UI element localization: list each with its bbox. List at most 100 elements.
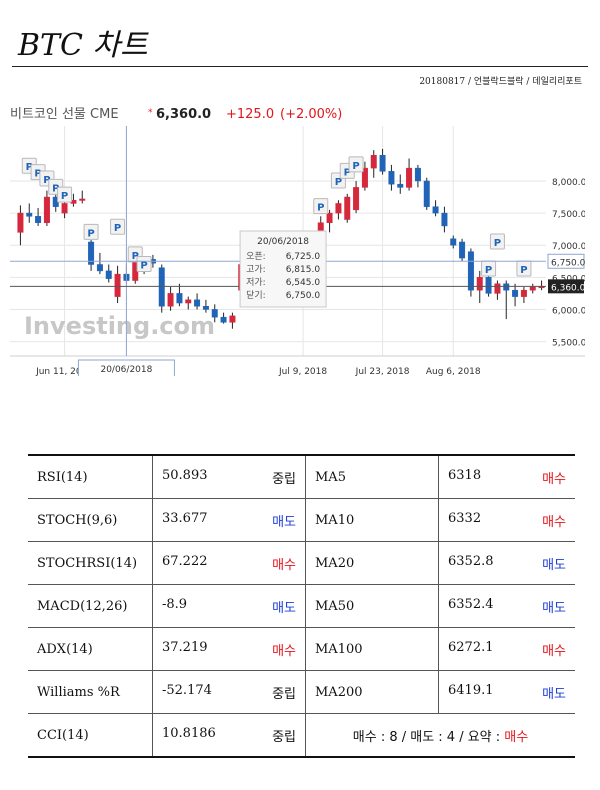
- candle-body: [450, 238, 457, 246]
- indicator-row: ADX(14) 37.219 매수 MA100 6272.1 매수: [28, 627, 575, 671]
- ma-signal: 매수: [542, 514, 566, 530]
- indicator-signal: 중립: [272, 686, 296, 702]
- candle-body: [423, 180, 430, 207]
- indicator-value: -8.9: [162, 596, 188, 612]
- p-marker-letter: P: [114, 223, 121, 234]
- ma-name: MA20: [315, 555, 355, 571]
- chart-change-pct: (+2.00%): [280, 107, 342, 122]
- chart-change: +125.0: [226, 107, 274, 122]
- ohlc-tooltip: [239, 230, 327, 308]
- p-marker-letter: P: [26, 162, 33, 173]
- candle-body: [476, 277, 483, 291]
- p-marker-box: [110, 218, 126, 235]
- indicator-signal: 매수: [272, 557, 296, 573]
- candle-body: [494, 283, 501, 294]
- candle-body: [211, 309, 218, 318]
- candle-body: [441, 212, 448, 227]
- indicator-name: CCI(14): [37, 727, 89, 743]
- candle-body: [406, 167, 413, 188]
- ma-value: 6419.1: [448, 682, 494, 698]
- candle-body: [176, 293, 183, 304]
- crosshair-price-label: 6,750.0: [551, 258, 585, 268]
- chart-canvas[interactable]: 비트코인 선물 CME * 6,360.0 +125.0 (+2.00%) 8,…: [10, 96, 585, 376]
- candle-body: [229, 315, 236, 323]
- last-price-box: [548, 279, 584, 294]
- candle-body: [194, 299, 201, 307]
- y-tick-label: 7,000.0: [552, 242, 585, 252]
- indicator-name-cell: CCI(14): [28, 713, 153, 758]
- candle-body: [485, 277, 492, 294]
- indicator-name: MACD(12,26): [37, 598, 128, 614]
- ohlc-tooltip-value: 6,545.0: [286, 278, 321, 288]
- indicator-row: RSI(14) 50.893 중립 MA5 6318 매수: [28, 454, 575, 499]
- candle-body: [167, 293, 174, 307]
- candle-body: [185, 299, 192, 304]
- indicator-name-cell: STOCH(9,6): [28, 498, 153, 542]
- p-marker-letter: P: [34, 169, 41, 180]
- ma-signal: 매도: [542, 557, 566, 573]
- ohlc-tooltip-label: 저가:: [246, 277, 266, 288]
- candle-body: [17, 212, 24, 233]
- candle-body: [158, 267, 165, 307]
- candle-body: [414, 167, 421, 182]
- ma-name-cell: MA100: [305, 627, 439, 671]
- indicator-signal: 매도: [272, 514, 296, 530]
- indicator-row: STOCH(9,6) 33.677 매도 MA10 6332 매수: [28, 498, 575, 542]
- ma-name-cell: MA10: [305, 498, 439, 542]
- indicator-signal: 매도: [272, 600, 296, 616]
- price-chart[interactable]: 비트코인 선물 CME * 6,360.0 +125.0 (+2.00%) 8,…: [10, 96, 585, 376]
- indicator-value-cell: -8.9 매도: [152, 584, 306, 628]
- indicator-name-cell: RSI(14): [28, 454, 153, 499]
- summary-signal: 매수: [504, 729, 529, 745]
- p-marker-box: [348, 156, 364, 173]
- ma-signal: 매도: [542, 600, 566, 616]
- p-marker-letter: P: [61, 191, 68, 202]
- indicator-table: RSI(14) 50.893 중립 MA5 6318 매수 STOCH(9,6) 33.677…: [28, 454, 575, 758]
- x-tick-label: Jun 11, 2018: [35, 367, 93, 376]
- candle-body: [520, 289, 527, 297]
- ma-name: MA10: [315, 512, 355, 528]
- candle-body: [202, 305, 209, 310]
- ma-signal: 매수: [542, 643, 566, 659]
- p-marker-letter: P: [87, 228, 94, 239]
- indicator-name: STOCH(9,6): [37, 512, 118, 528]
- indicator-row: MACD(12,26) -8.9 매도 MA50 6352.4 매도: [28, 584, 575, 628]
- indicator-name: STOCHRSI(14): [37, 555, 138, 571]
- candle-body: [370, 155, 377, 169]
- p-marker-box: [83, 223, 99, 240]
- last-price-label: 6,360.0: [551, 283, 585, 293]
- indicator-value: 67.222: [162, 553, 208, 569]
- ma-value: 6332: [448, 510, 482, 526]
- candle-body: [529, 286, 536, 291]
- indicator-name: RSI(14): [37, 469, 88, 485]
- x-tick-label: Jul 9, 2018: [278, 367, 327, 376]
- p-marker-letter: P: [485, 265, 492, 276]
- p-marker-letter: P: [132, 251, 139, 262]
- ohlc-tooltip-label: 오픈:: [246, 251, 266, 262]
- p-marker-box: [136, 255, 152, 272]
- summary-text: 매수 : 8 / 매도 : 4 / 요약 :: [352, 729, 505, 745]
- p-marker-letter: P: [140, 260, 147, 271]
- p-marker-letter: P: [520, 265, 527, 276]
- candle-body: [344, 196, 351, 220]
- ma-signal: 매도: [542, 686, 566, 702]
- ma-value: 6318: [448, 467, 482, 483]
- indicator-value: 10.8186: [162, 725, 216, 741]
- title-divider: [12, 66, 588, 67]
- chart-star-icon: *: [148, 108, 153, 118]
- ma-name-cell: MA200: [305, 670, 439, 714]
- indicator-row: STOCHRSI(14) 67.222 매수 MA20 6352.8 매도: [28, 541, 575, 585]
- candle-body: [503, 283, 510, 291]
- candle-body: [379, 155, 386, 172]
- ohlc-tooltip-value: 6,750.0: [286, 291, 321, 301]
- candle-body: [388, 171, 395, 185]
- investing-watermark: Investing.com: [24, 312, 215, 340]
- indicator-row: Williams %R -52.174 중립 MA200 6419.1 매도: [28, 670, 575, 714]
- p-marker-letter: P: [494, 238, 501, 249]
- ohlc-tooltip-value: 6,815.0: [286, 265, 321, 275]
- ma-value: 6352.4: [448, 596, 494, 612]
- candle-body: [335, 203, 342, 214]
- indicator-name-cell: STOCHRSI(14): [28, 541, 153, 585]
- indicator-value-cell: 50.893 중립: [152, 454, 306, 499]
